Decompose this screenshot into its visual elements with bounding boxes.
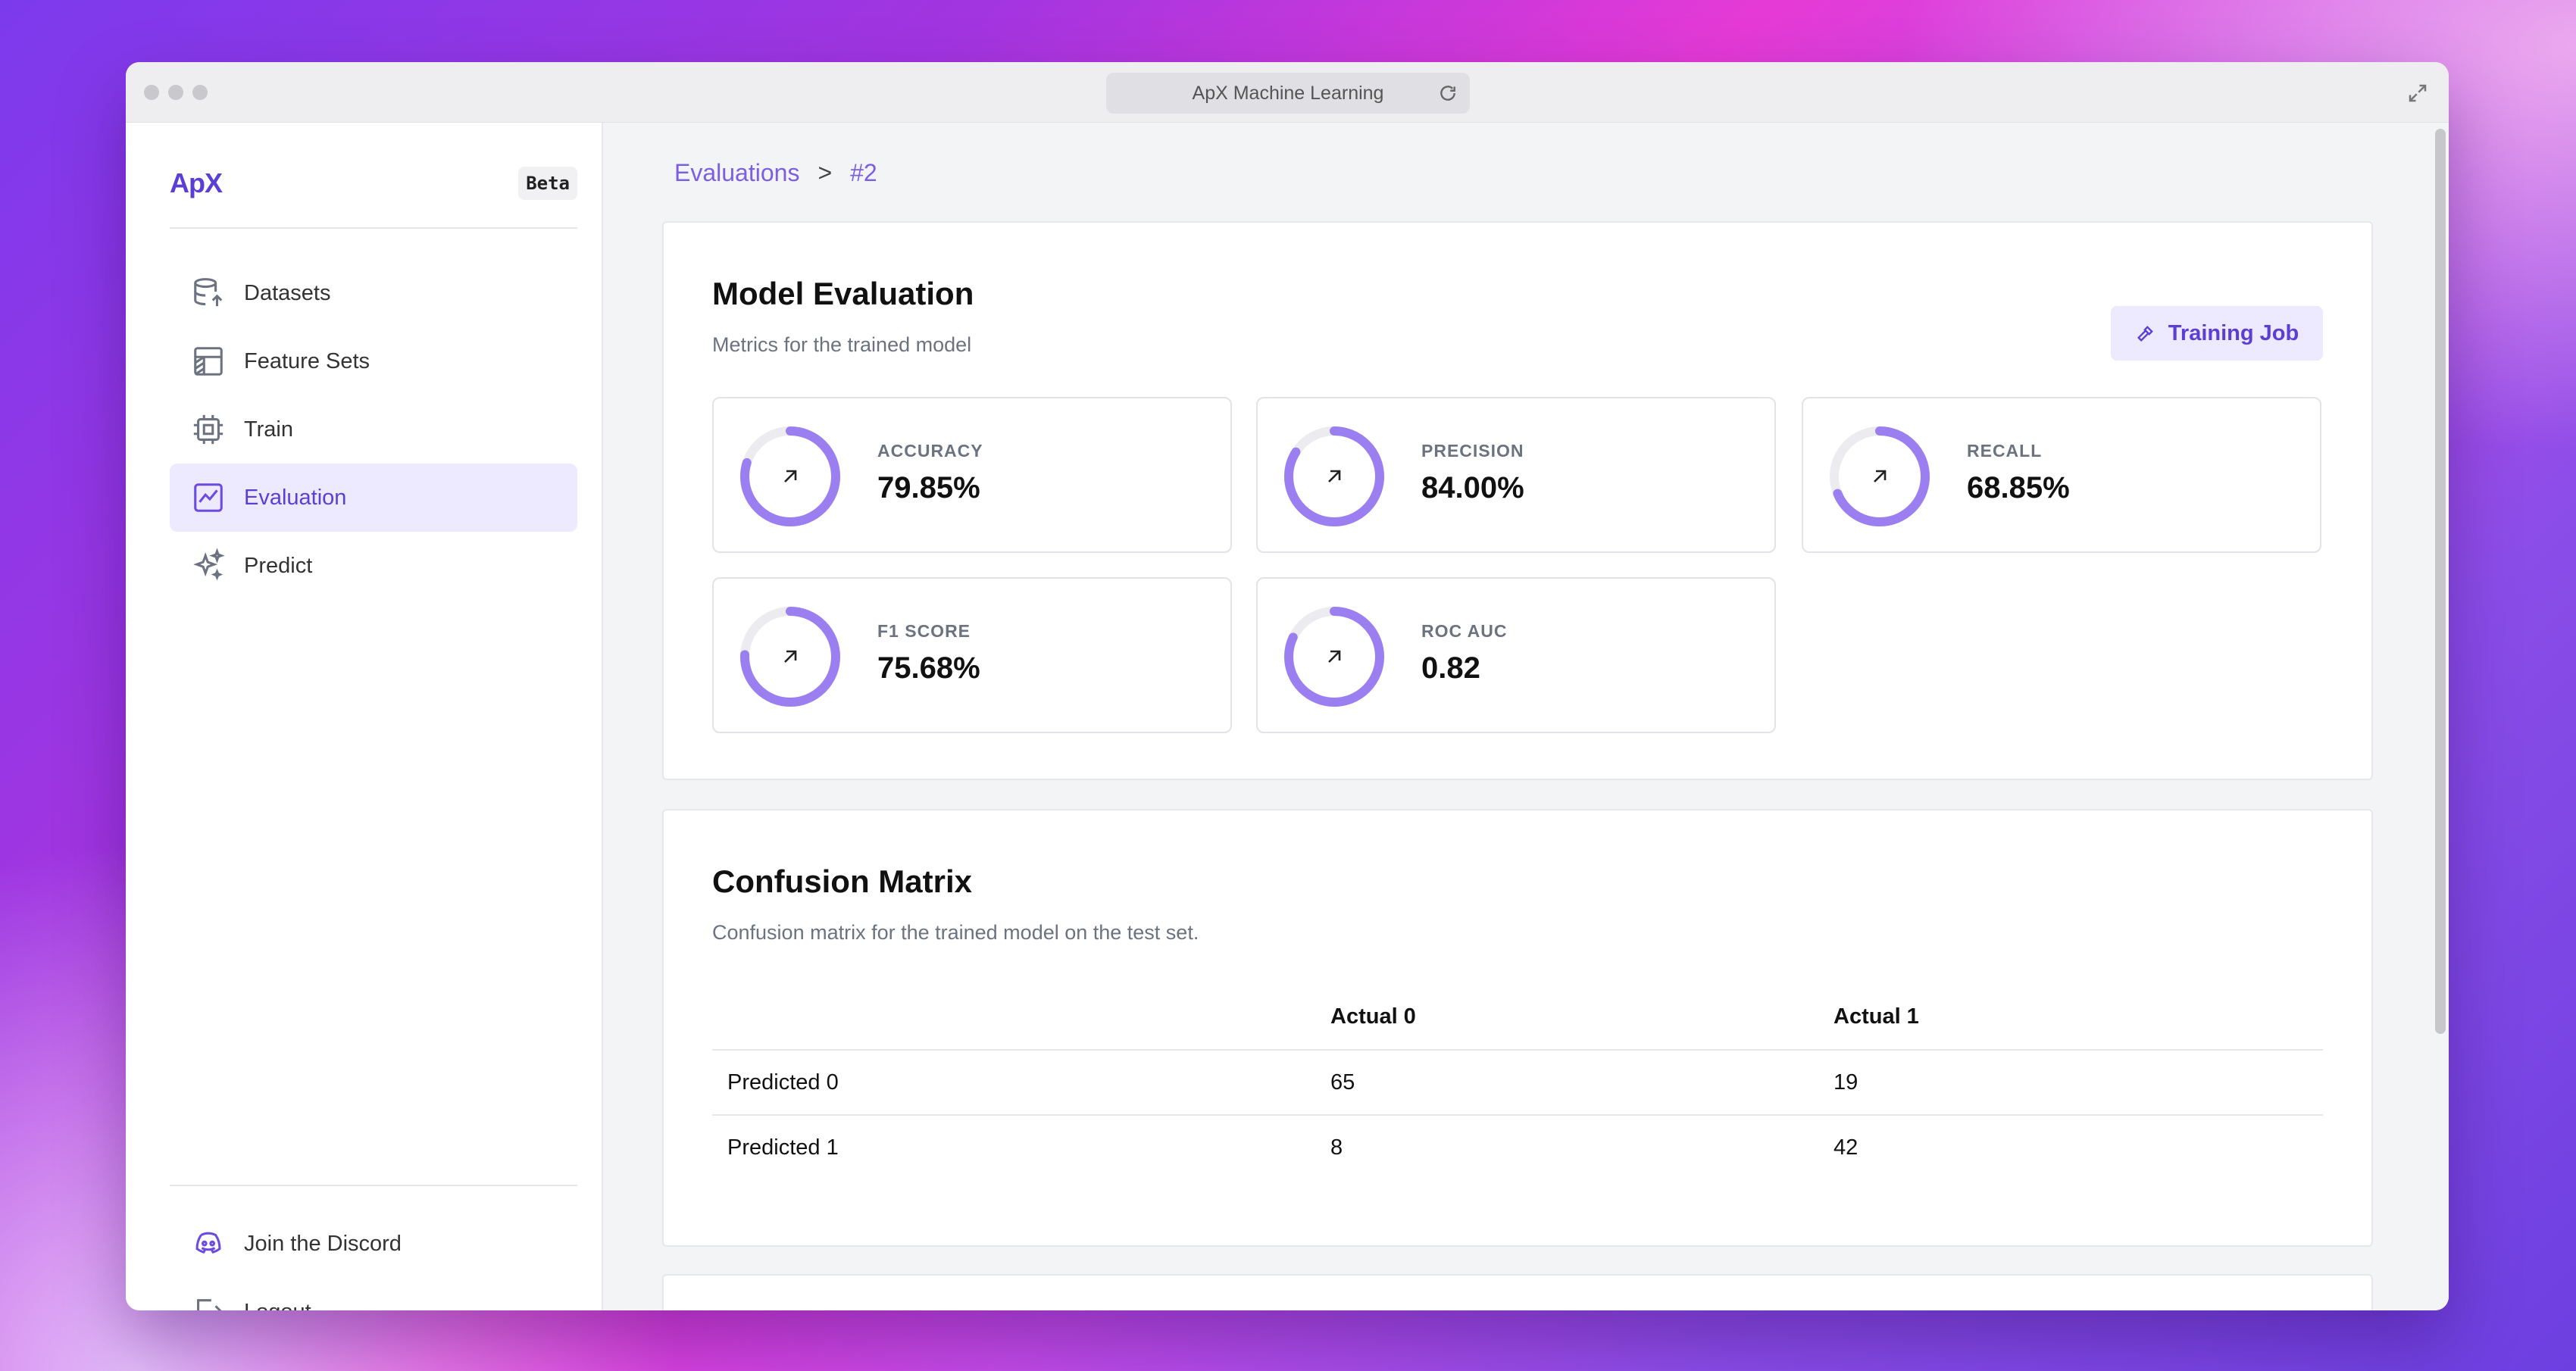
table-cell: 42 (1834, 1135, 1859, 1160)
brand-row: ApX Beta (170, 161, 577, 206)
fullscreen-icon[interactable] (2406, 82, 2429, 105)
metric-label: ROC AUC (1421, 621, 1508, 641)
next-card (662, 1274, 2373, 1310)
column-header (712, 985, 1330, 1051)
row-label: Predicted 0 (712, 1050, 1330, 1116)
sidebar-item-label: Datasets (244, 280, 331, 305)
confusion-matrix-card: Confusion Matrix Confusion matrix for th… (662, 809, 2373, 1247)
table-cell: 65 (1330, 1050, 1834, 1116)
sidebar-item-feature-sets[interactable]: Feature Sets (170, 327, 577, 395)
metric-label: ACCURACY (877, 441, 983, 461)
column-header: Actual 1 (1834, 985, 2323, 1051)
title-bar: ApX Machine Learning (126, 62, 2449, 123)
arrow-up-right-icon (1284, 607, 1384, 707)
sidebar-item-label: Feature Sets (244, 348, 370, 373)
reload-icon[interactable] (1438, 83, 1458, 103)
sidebar-divider (170, 227, 577, 229)
metric-card-recall: RECALL 68.85% (1802, 397, 2321, 553)
address-bar-title: ApX Machine Learning (1192, 82, 1384, 104)
zoom-window-button[interactable] (192, 85, 208, 100)
sidebar: ApX Beta Datasets Feature Sets Train Eva… (126, 123, 603, 1310)
main-content: Evaluations > #2 Model Evaluation Metric… (603, 123, 2432, 1310)
browser-window: ApX Machine Learning ApX Beta Datasets F… (126, 62, 2449, 1310)
sidebar-item-predict[interactable]: Predict (170, 532, 577, 600)
window-controls (144, 85, 208, 100)
sidebar-item-logout[interactable]: Logout (170, 1278, 577, 1310)
scrollbar-thumb[interactable] (2435, 129, 2446, 1034)
row-label: Predicted 1 (727, 1135, 839, 1160)
breadcrumb-separator: > (818, 159, 833, 186)
table-cell: 8 (1330, 1135, 1343, 1160)
discord-icon (195, 1232, 221, 1254)
beta-badge: Beta (518, 167, 577, 200)
minimize-window-button[interactable] (168, 85, 183, 100)
logo[interactable]: ApX (170, 167, 223, 198)
database-icon (194, 278, 223, 307)
metric-card-f1-score: F1 SCORE 75.68% (712, 577, 1232, 733)
sidebar-item-discord[interactable]: Join the Discord (170, 1210, 577, 1278)
breadcrumb-evaluations-link[interactable]: Evaluations (674, 159, 800, 186)
sidebar-item-train[interactable]: Train (170, 395, 577, 464)
card-title: Model Evaluation (712, 276, 974, 311)
sparkles-icon (193, 548, 225, 581)
metric-card-accuracy: ACCURACY 79.85% (712, 397, 1232, 553)
column-header: Actual 0 (1330, 985, 1834, 1051)
sidebar-item-datasets[interactable]: Datasets (170, 259, 577, 327)
arrow-up-right-icon (740, 426, 840, 526)
metric-value: 0.82 (1421, 651, 1480, 685)
hammer-icon (2137, 326, 2153, 342)
sidebar-item-label: Evaluation (244, 485, 347, 510)
sidebar-item-label: Train (244, 417, 293, 442)
metric-label: RECALL (1967, 441, 2043, 461)
table-row: Predicted 1 8 42 (712, 1115, 2323, 1180)
confusion-matrix-table: Actual 0 Actual 1 Predicted 0 65 19 Pred… (712, 985, 2323, 1180)
card-title: Confusion Matrix (712, 864, 972, 899)
arrow-up-right-icon (1830, 426, 1930, 526)
breadcrumb-current[interactable]: #2 (850, 159, 877, 186)
arrow-up-right-icon (1284, 426, 1384, 526)
training-job-button[interactable]: Training Job (2111, 306, 2323, 361)
sidebar-item-label: Join the Discord (244, 1231, 402, 1256)
close-window-button[interactable] (144, 85, 159, 100)
table-header-row: Actual 0 Actual 1 (712, 985, 2323, 1051)
address-bar[interactable]: ApX Machine Learning (1106, 73, 1470, 114)
sidebar-nav: Datasets Feature Sets Train Evaluation P… (170, 259, 577, 600)
logout-icon (197, 1299, 222, 1310)
sidebar-bottom-divider (170, 1185, 577, 1186)
metric-value: 79.85% (877, 471, 980, 504)
metric-value: 84.00% (1421, 471, 1524, 504)
sidebar-item-label: Logout (244, 1300, 311, 1311)
metric-card-precision: PRECISION 84.00% (1256, 397, 1776, 553)
cpu-icon (193, 414, 224, 445)
chart-icon (194, 483, 223, 512)
metric-label: F1 SCORE (877, 621, 971, 641)
sidebar-item-evaluation[interactable]: Evaluation (170, 464, 577, 532)
card-subtitle: Metrics for the trained model (712, 333, 972, 356)
metric-value: 68.85% (1967, 471, 2070, 504)
training-job-button-label: Training Job (2168, 320, 2299, 345)
metric-value: 75.68% (877, 651, 980, 685)
metric-card-roc-auc: ROC AUC 0.82 (1256, 577, 1776, 733)
sidebar-bottom-nav: Join the Discord Logout (170, 1210, 577, 1310)
sidebar-item-label: Predict (244, 553, 313, 578)
model-evaluation-card: Model Evaluation Metrics for the trained… (662, 221, 2373, 780)
table-row: Predicted 0 65 19 (712, 1050, 2323, 1116)
breadcrumb: Evaluations > #2 (674, 159, 877, 187)
table-cell: 19 (1834, 1050, 2323, 1116)
card-subtitle: Confusion matrix for the trained model o… (712, 921, 1199, 944)
table-icon (194, 347, 223, 376)
metric-label: PRECISION (1421, 441, 1524, 461)
arrow-up-right-icon (740, 607, 840, 707)
